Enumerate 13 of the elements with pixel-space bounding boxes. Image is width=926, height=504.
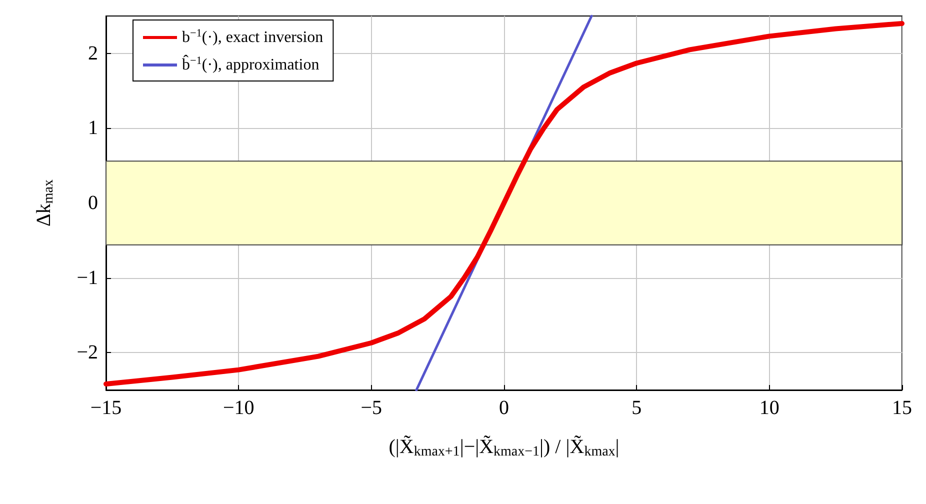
y-axis-title: Δkmax xyxy=(33,180,56,226)
y-tick-label: −2 xyxy=(76,342,98,364)
y-tick-label: 2 xyxy=(88,42,98,64)
x-tick-label: 5 xyxy=(632,397,642,419)
y-tick-label: 1 xyxy=(88,117,98,140)
x-tick-label: −5 xyxy=(360,397,382,419)
x-tick-label: −15 xyxy=(90,397,122,419)
x-tick-label: 0 xyxy=(499,397,509,419)
y-tick-label: 0 xyxy=(88,192,98,214)
x-tick-label: 10 xyxy=(759,397,780,419)
x-tick-label: 15 xyxy=(892,397,912,419)
x-tick-label: −10 xyxy=(223,397,254,419)
y-tick-label: −1 xyxy=(76,266,98,289)
